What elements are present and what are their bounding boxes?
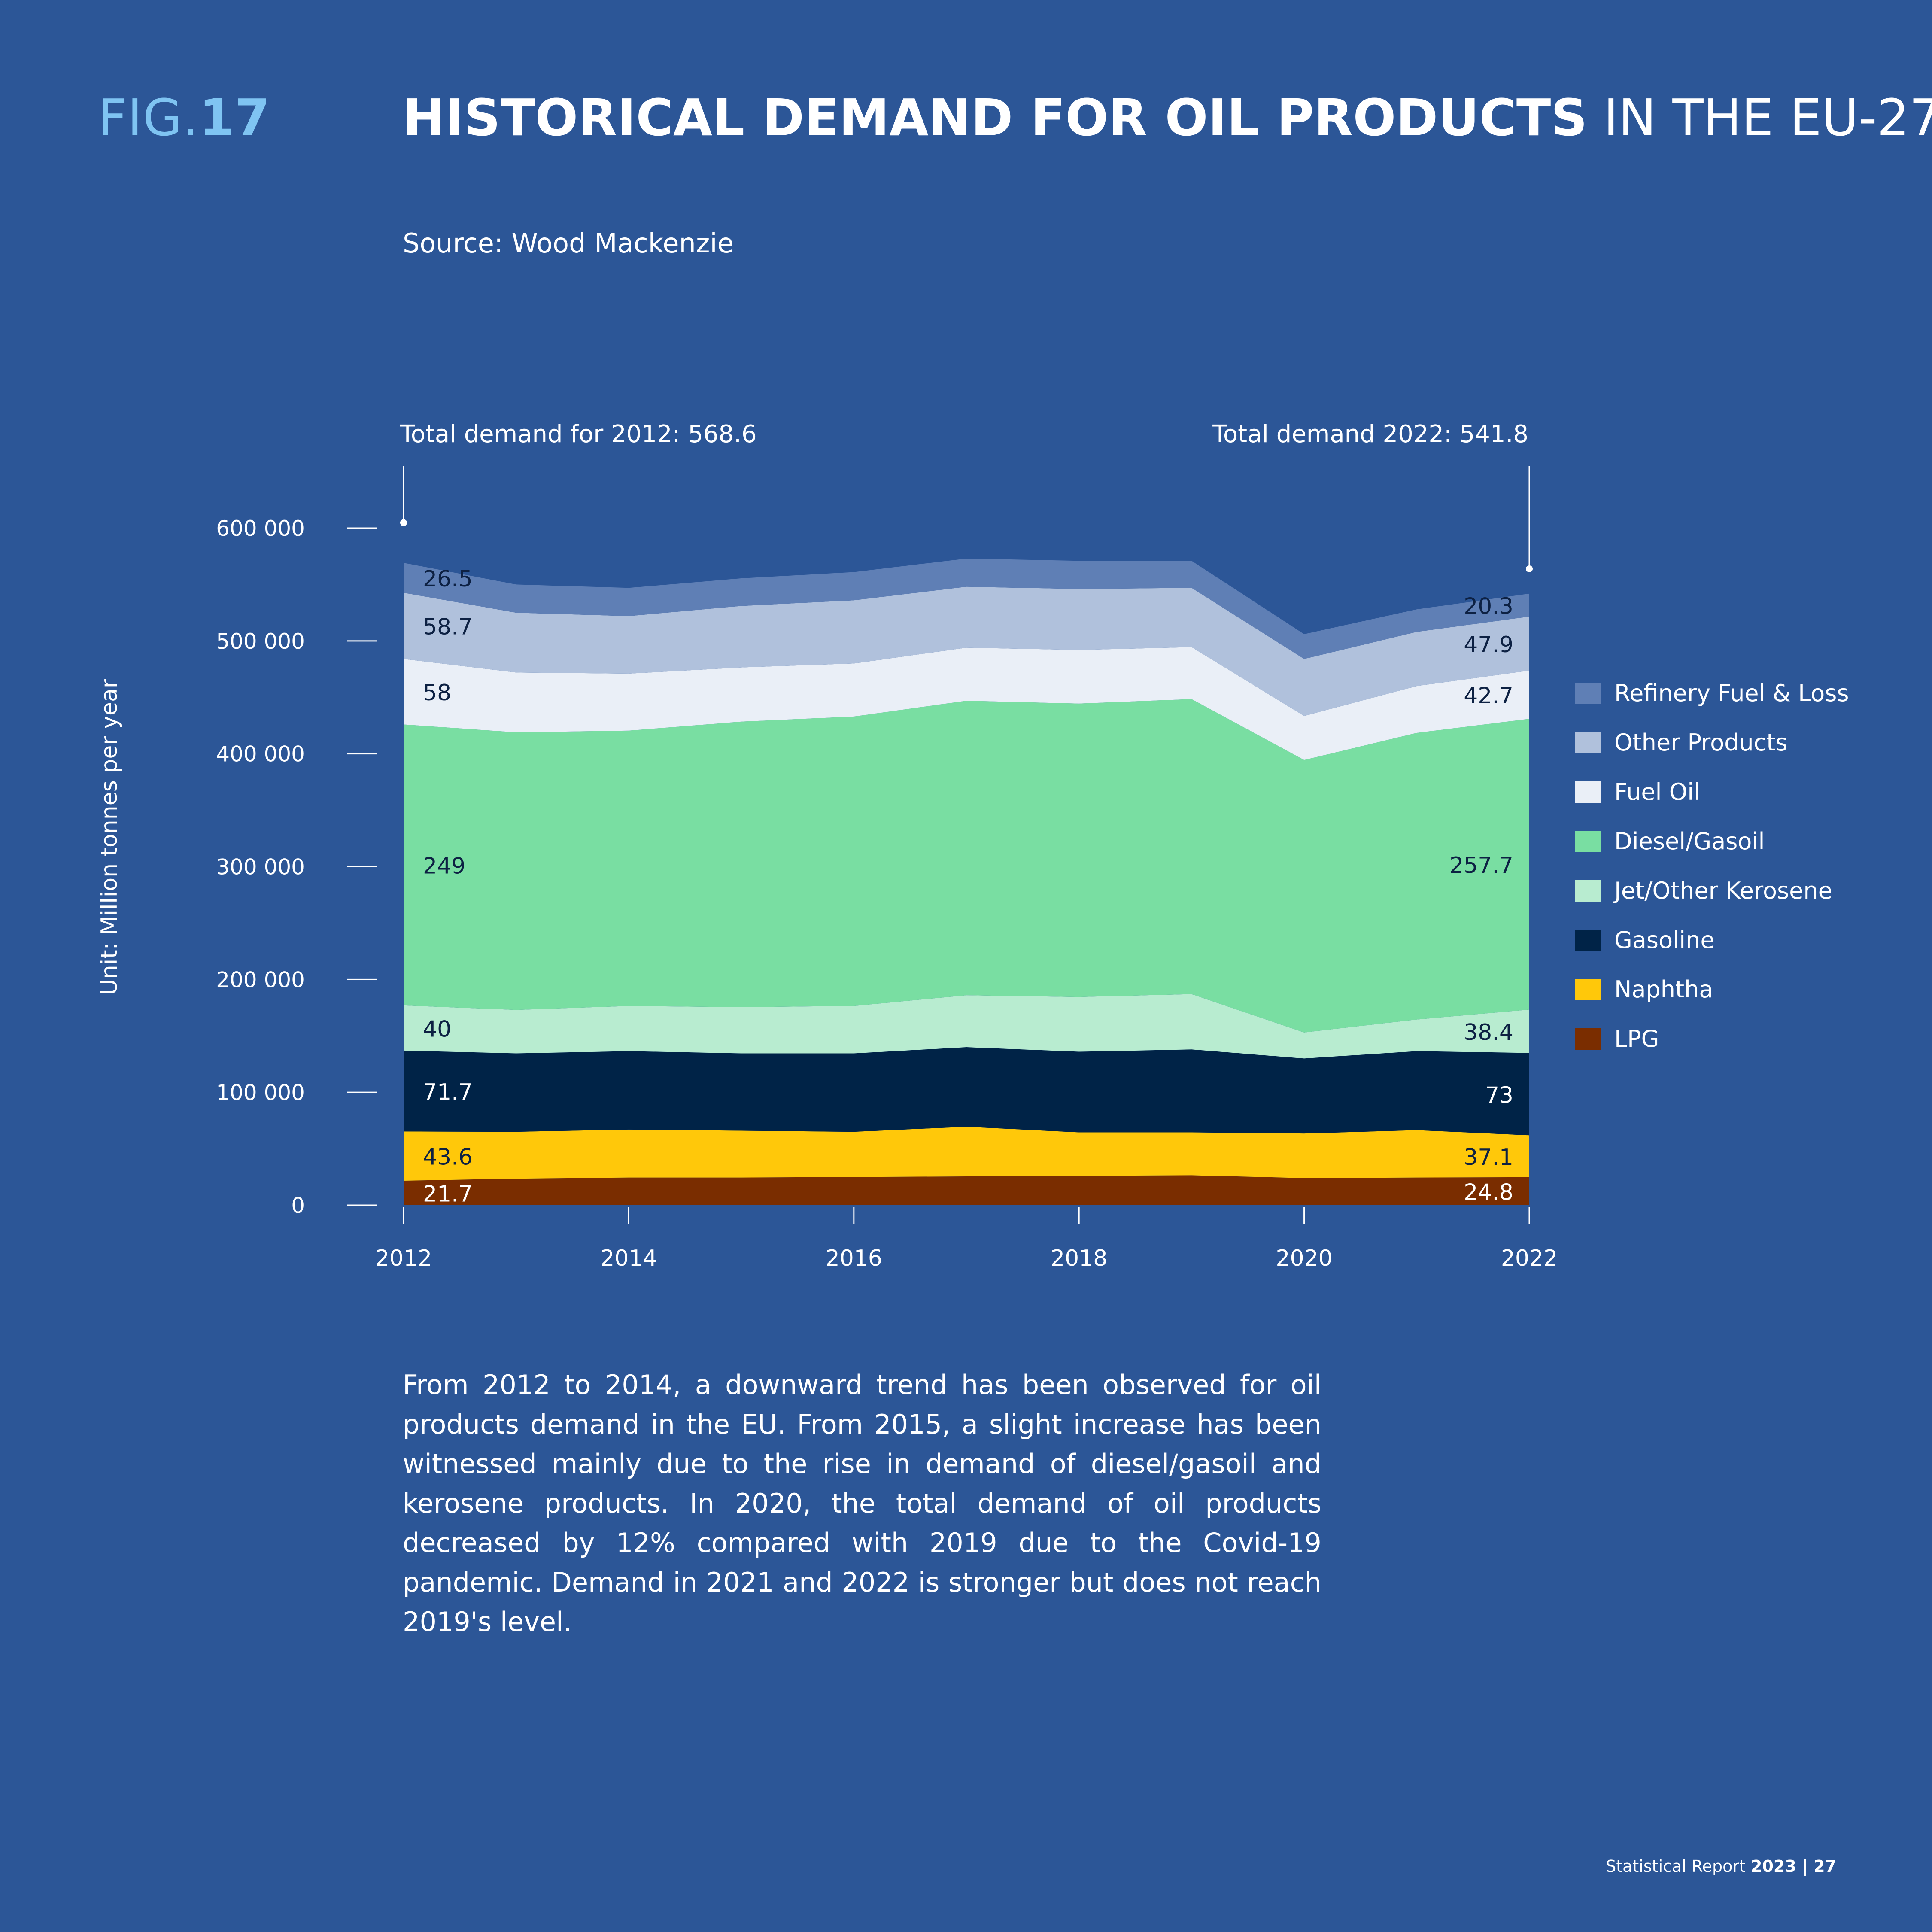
area-fuel-oil: [404, 647, 1529, 760]
area-naphtha: [404, 1127, 1529, 1181]
footer-separator: |: [1796, 1857, 1814, 1876]
footer-page: 27: [1814, 1857, 1836, 1876]
data-label-naphtha-last: 37.1: [1464, 1145, 1513, 1170]
x-tick-label: 2014: [600, 1245, 657, 1271]
legend-label-other-products: Other Products: [1614, 729, 1788, 756]
y-tick-label: 200 000: [216, 967, 305, 992]
data-label-naphtha-first: 43.6: [423, 1145, 473, 1170]
footer-year: 2023: [1751, 1857, 1796, 1876]
data-label-refinery-fuel-loss-last: 20.3: [1464, 593, 1513, 619]
area-other-products: [404, 586, 1529, 716]
y-tick-label: 500 000: [216, 629, 305, 654]
x-tick-label: 2018: [1051, 1245, 1107, 1271]
legend-swatch-lpg: [1575, 1028, 1601, 1050]
y-tick-label: 100 000: [216, 1080, 305, 1105]
legend-swatch-gasoline: [1575, 930, 1601, 951]
legend-label-refinery-fuel-loss: Refinery Fuel & Loss: [1614, 680, 1849, 707]
area-gasoline: [404, 1047, 1529, 1136]
legend-label-lpg: LPG: [1614, 1025, 1659, 1052]
data-label-fuel-oil-first: 58: [423, 680, 451, 706]
chart-title-light: IN THE EU-27: [1587, 88, 1932, 147]
data-label-lpg-first: 21.7: [423, 1181, 473, 1207]
data-label-gasoline-last: 73: [1485, 1082, 1513, 1108]
x-tick-label: 2016: [826, 1245, 882, 1271]
legend-label-gasoline: Gasoline: [1614, 927, 1715, 954]
x-tick-label: 2012: [375, 1245, 432, 1271]
data-label-diesel-gasoil-last: 257.7: [1449, 853, 1513, 878]
data-label-fuel-oil-last: 42.7: [1464, 683, 1513, 709]
legend-swatch-diesel-gasoil: [1575, 831, 1601, 852]
data-label-jet-other-kerosene-first: 40: [423, 1016, 451, 1042]
y-tick-label: 600 000: [216, 516, 305, 541]
annotation-total-2022: Total demand 2022: 541.8: [1212, 420, 1528, 448]
legend-swatch-fuel-oil: [1575, 781, 1601, 803]
area-refinery-fuel-loss: [404, 558, 1529, 659]
x-tick-label: 2022: [1501, 1245, 1558, 1271]
data-label-gasoline-first: 71.7: [423, 1079, 473, 1105]
y-tick-label: 400 000: [216, 742, 305, 767]
body-text: From 2012 to 2014, a downward trend has …: [403, 1369, 1321, 1637]
area-jet-other-kerosene: [404, 994, 1529, 1059]
legend-swatch-refinery-fuel-loss: [1575, 683, 1601, 704]
y-axis-label: Unit: Million tonnes per year: [97, 679, 122, 995]
legend-label-naphtha: Naphtha: [1614, 976, 1713, 1003]
figure-prefix: FIG.: [98, 88, 199, 147]
annotation-dot-2012: [400, 519, 407, 526]
y-tick-label: 0: [291, 1193, 305, 1218]
legend-label-fuel-oil: Fuel Oil: [1614, 778, 1700, 805]
legend-label-diesel-gasoil: Diesel/Gasoil: [1614, 828, 1765, 855]
figure-number: FIG.17: [98, 88, 270, 147]
data-label-diesel-gasoil-first: 249: [423, 854, 465, 879]
data-label-lpg-last: 24.8: [1464, 1179, 1513, 1205]
figure-number-value: 17: [199, 88, 270, 147]
data-label-refinery-fuel-loss-first: 26.5: [423, 566, 473, 592]
area-lpg: [404, 1175, 1529, 1205]
annotation-dot-2022: [1526, 565, 1533, 572]
legend-label-jet-other-kerosene: Jet/Other Kerosene: [1613, 877, 1832, 904]
data-label-other-products-last: 47.9: [1464, 632, 1513, 658]
data-label-jet-other-kerosene-last: 38.4: [1464, 1020, 1513, 1045]
annotation-total-2012: Total demand for 2012: 568.6: [400, 420, 757, 448]
y-tick-label: 300 000: [216, 855, 305, 880]
legend-swatch-jet-other-kerosene: [1575, 880, 1601, 902]
x-tick-label: 2020: [1276, 1245, 1332, 1271]
source-note: Source: Wood Mackenzie: [403, 228, 734, 259]
footer-text: Statistical Report: [1606, 1857, 1751, 1876]
data-label-other-products-first: 58.7: [423, 614, 473, 640]
stacked-area-chart: 21.7 24.8 43.6 37.1 71.7 73 40 38.4 249 257.7 58 42…: [97, 420, 1849, 1271]
legend-swatch-naphtha: [1575, 979, 1601, 1000]
chart-title: HISTORICAL DEMAND FOR OIL PRODUCTS IN TH…: [403, 88, 1932, 147]
area-diesel-gasoil: [404, 699, 1529, 1033]
legend-swatch-other-products: [1575, 732, 1601, 753]
page-footer: Statistical Report 2023 | 27: [1606, 1857, 1836, 1876]
chart-title-bold: HISTORICAL DEMAND FOR OIL PRODUCTS: [403, 88, 1588, 147]
